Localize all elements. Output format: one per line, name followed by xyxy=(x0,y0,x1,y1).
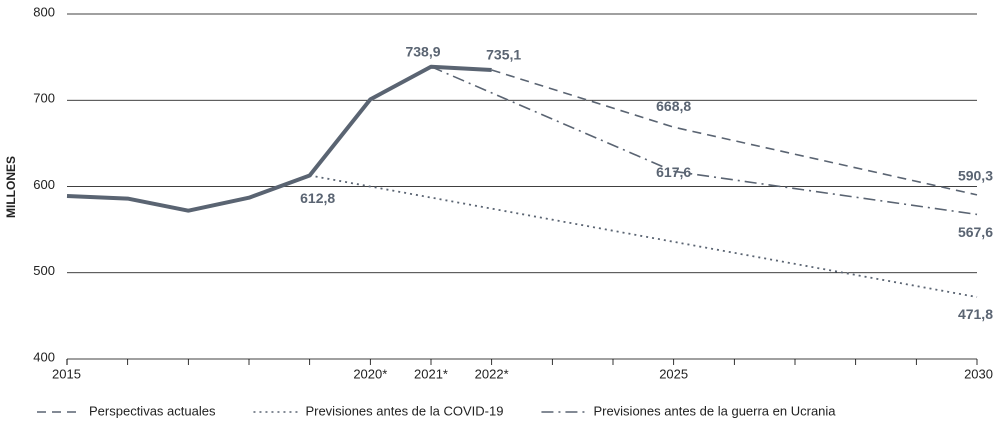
y-axis-label: MILLONES xyxy=(4,156,18,218)
data-label: 738,9 xyxy=(405,43,440,59)
data-label: 668,8 xyxy=(656,98,691,114)
data-label: 590,3 xyxy=(958,168,993,184)
legend-label: Perspectivas actuales xyxy=(89,403,216,418)
x-tick-label: 2022* xyxy=(475,366,509,381)
data-label: 567,6 xyxy=(958,224,993,240)
x-tick-label: 2030 xyxy=(964,366,993,381)
series-line xyxy=(66,64,492,213)
legend-label: Previsiones antes de la guerra en Ucrani… xyxy=(593,403,836,418)
x-tick-label: 2021* xyxy=(414,366,448,381)
x-tick-label: 2025 xyxy=(659,366,688,381)
y-tick-label: 700 xyxy=(33,91,55,106)
y-tick-label: 400 xyxy=(33,349,55,364)
data-label: 617,6 xyxy=(656,164,691,180)
x-tick-label: 2020* xyxy=(353,366,387,381)
x-tick-label: 2015 xyxy=(52,366,81,381)
y-tick-label: 800 xyxy=(33,4,55,19)
series-line xyxy=(491,69,978,196)
series-line xyxy=(430,65,978,216)
legend-label: Previsiones antes de la COVID-19 xyxy=(305,403,503,418)
data-label: 612,8 xyxy=(300,190,335,206)
data-label: 471,8 xyxy=(958,306,993,322)
y-tick-label: 500 xyxy=(33,263,55,278)
data-label: 735,1 xyxy=(486,47,521,63)
y-tick-label: 600 xyxy=(33,177,55,192)
series-line xyxy=(309,174,978,298)
